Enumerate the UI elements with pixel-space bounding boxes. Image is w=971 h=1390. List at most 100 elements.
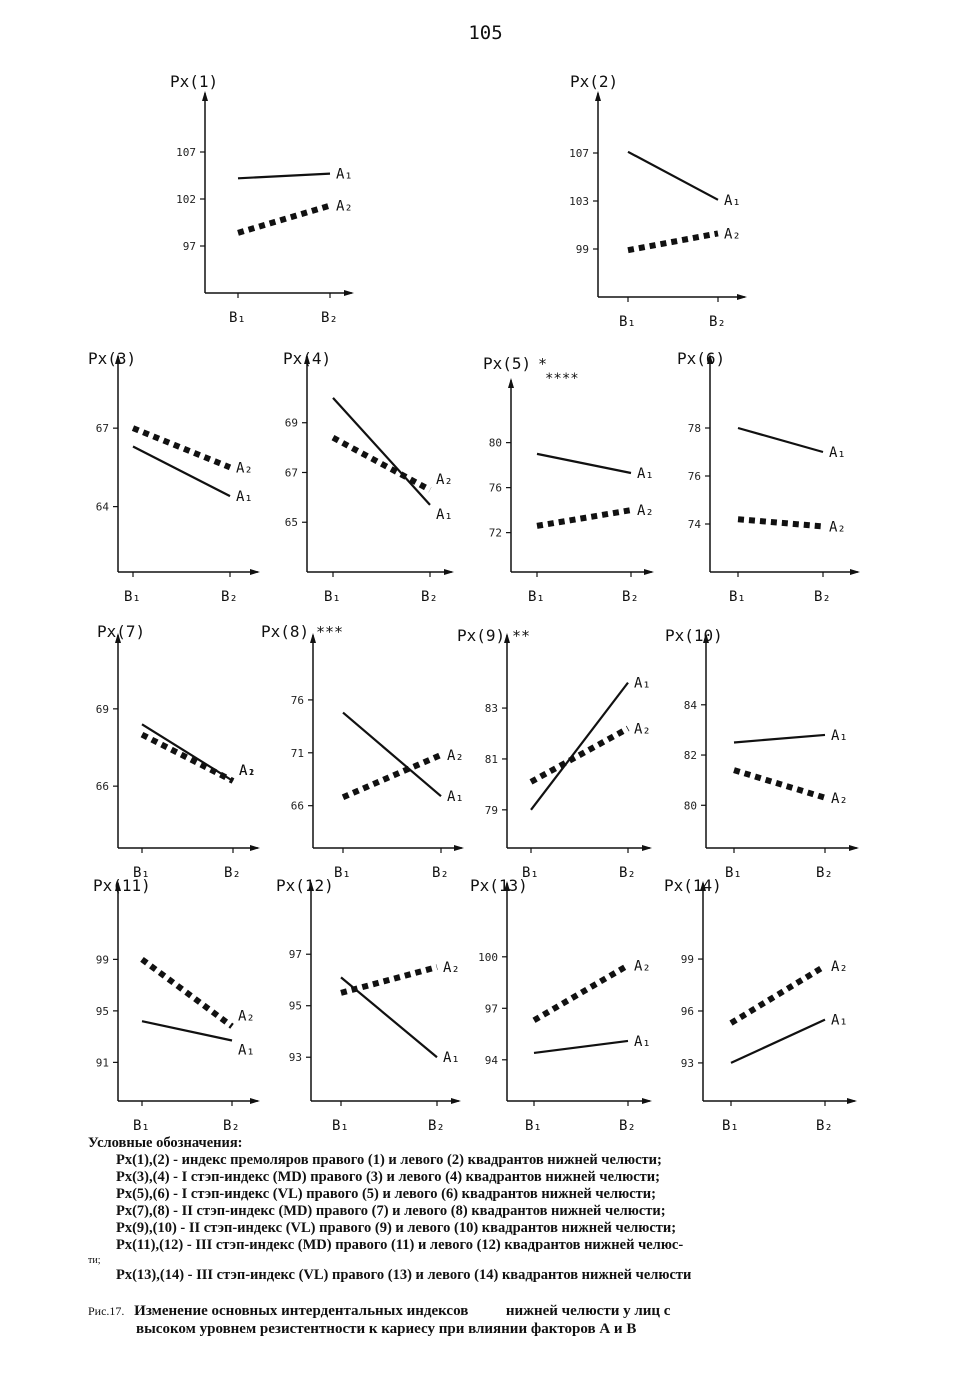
series-line-a1: [141, 1020, 233, 1042]
y-axis-arrow: [202, 91, 208, 101]
y-axis-arrow: [308, 881, 314, 891]
y-axis-arrow: [310, 633, 316, 643]
y-tick-label: 72: [489, 527, 502, 540]
chart-title: Px(12): [276, 876, 334, 895]
page-number: 105: [468, 22, 503, 44]
y-tick-label: 69: [96, 703, 109, 716]
series-label-a2: A₂: [239, 763, 256, 779]
x-axis-arrow: [849, 845, 859, 851]
x-tick-label: B₂: [221, 589, 238, 605]
legend-wrap-fragment: ти;: [88, 1255, 101, 1266]
x-tick-label: B₁: [619, 314, 636, 330]
x-tick-label: B₁: [332, 1118, 349, 1134]
x-axis-arrow: [642, 1098, 652, 1104]
y-tick-label: 74: [688, 518, 702, 531]
legend-line: Px(11),(12) - III стэп-индекс (MD) право…: [116, 1237, 684, 1253]
y-tick-label: 69: [285, 417, 298, 430]
x-tick-label: B₁: [334, 865, 351, 881]
x-tick-label: B₂: [816, 865, 833, 881]
series-label-a1: A₁: [236, 489, 253, 505]
series-label-a2: A₂: [634, 958, 651, 974]
y-tick-label: 79: [485, 804, 498, 817]
y-tick-label: 65: [285, 516, 298, 529]
x-axis-arrow: [344, 290, 354, 296]
chart-title: Px(14): [664, 876, 722, 895]
series-label-a1: A₁: [238, 1042, 255, 1058]
x-tick-label: B₁: [525, 1118, 542, 1134]
series-line-a2: [529, 725, 630, 785]
series-label-a2: A₂: [724, 226, 741, 242]
caption-text-part2: нижней челюсти у лиц с: [505, 1303, 671, 1319]
y-axis-arrow: [115, 633, 121, 643]
x-tick-label: B₂: [814, 589, 831, 605]
legend-line: Px(1),(2) - индекс премоляров правого (1…: [116, 1152, 662, 1168]
y-axis-arrow: [115, 881, 121, 891]
x-tick-label: B₁: [528, 589, 545, 605]
series-label-a1: A₁: [634, 676, 651, 692]
y-tick-label: 107: [569, 147, 589, 160]
series-label-a1: A₁: [447, 789, 464, 805]
series-label-a1: A₁: [829, 445, 846, 461]
series-label-a1: A₁: [443, 1050, 460, 1066]
chart-title: Px(7): [97, 622, 145, 641]
y-tick-label: 81: [485, 753, 498, 766]
series-line-a2: [140, 731, 235, 784]
x-tick-label: B₁: [133, 865, 150, 881]
series-label-a2: A₂: [831, 959, 848, 975]
y-tick-label: 93: [289, 1051, 302, 1064]
significance-marker: **: [512, 627, 530, 645]
y-tick-label: 94: [485, 1054, 499, 1067]
series-label-a1: A₁: [724, 193, 741, 209]
series-line-a1: [530, 681, 629, 811]
legend-line: Px(7),(8) - II стэп-индекс (MD) правого …: [116, 1203, 666, 1219]
y-tick-label: 91: [96, 1056, 109, 1069]
y-tick-label: 97: [183, 240, 196, 253]
y-tick-label: 96: [681, 1005, 694, 1018]
series-line-a1: [342, 711, 442, 798]
chart-title: Px(10): [665, 626, 723, 645]
significance-marker: ****: [545, 371, 579, 387]
y-axis-arrow: [707, 354, 713, 364]
series-label-a2: A₂: [443, 960, 460, 976]
series-label-a2: A₂: [236, 460, 253, 476]
x-axis-arrow: [444, 569, 454, 575]
x-tick-label: B₂: [428, 1118, 445, 1134]
series-line-a1: [730, 1018, 826, 1064]
series-line-a1: [141, 723, 234, 782]
series-label-a2: A₂: [634, 721, 651, 737]
y-tick-label: 80: [684, 799, 697, 812]
legend-heading: Условные обозначения:: [88, 1135, 243, 1151]
y-axis-arrow: [703, 633, 709, 643]
y-axis-arrow: [504, 633, 510, 643]
y-tick-label: 67: [285, 466, 298, 479]
y-tick-label: 66: [291, 800, 304, 813]
y-tick-label: 95: [96, 1005, 109, 1018]
y-tick-label: 95: [289, 1000, 302, 1013]
series-line-a1: [627, 150, 719, 201]
series-line-a2: [140, 956, 234, 1029]
x-axis-arrow: [454, 845, 464, 851]
significance-marker: *: [538, 355, 547, 373]
y-tick-label: 103: [569, 195, 589, 208]
series-line-a2: [237, 202, 331, 236]
y-tick-label: 107: [176, 146, 196, 159]
x-axis-arrow: [847, 1098, 857, 1104]
series-label-a2: A₂: [436, 472, 453, 488]
x-tick-label: B₂: [421, 589, 438, 605]
x-tick-label: B₁: [522, 865, 539, 881]
x-axis-arrow: [451, 1098, 461, 1104]
y-tick-label: 83: [485, 702, 498, 715]
legend-line: Px(13),(14) - III стэп-индекс (VL) право…: [116, 1267, 692, 1283]
x-tick-label: B₁: [229, 310, 246, 326]
figure-caption: Рис.17. Изменение основных интердентальн…: [88, 1302, 948, 1338]
legend-line: Px(5),(6) - I стэп-индекс (VL) правого (…: [116, 1186, 656, 1202]
series-line-a2: [532, 962, 630, 1023]
y-tick-label: 76: [291, 694, 304, 707]
x-tick-label: B₂: [622, 589, 639, 605]
caption-text-line2: высоком уровнем резистентности к кариесу…: [136, 1321, 637, 1337]
chart-title: Px(3): [88, 349, 136, 368]
series-label-a2: A₂: [336, 199, 353, 215]
x-tick-label: B₁: [722, 1118, 739, 1134]
y-axis-arrow: [504, 881, 510, 891]
